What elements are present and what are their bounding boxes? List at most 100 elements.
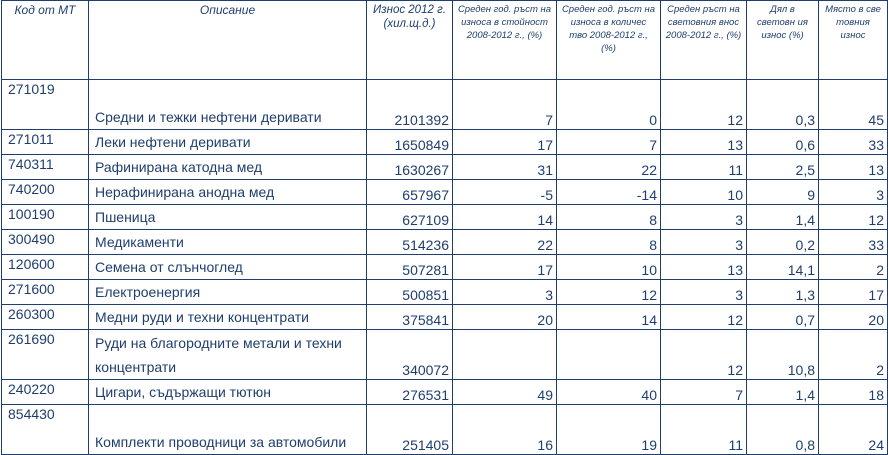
cell-export: 340072: [366, 329, 453, 380]
cell-world-share: 2,5: [746, 154, 819, 180]
cell-export: 375841: [366, 304, 453, 330]
cell-description: Нерафинирана анодна мед: [88, 179, 367, 205]
cell-growth-value: 16: [452, 404, 557, 455]
cell-description: Медикаменти: [88, 229, 367, 255]
cell-world-share: 1,4: [746, 204, 819, 230]
table-row: 271019 Средни и тежки нефтени деривати 2…: [1, 79, 888, 130]
cell-export: 1630267: [366, 154, 453, 180]
cell-world-rank: 13: [818, 154, 888, 180]
cell-description: Пшеница: [88, 204, 367, 230]
header-row: Код от МТ Описание Износ 2012 г. (хил.щ.…: [1, 0, 888, 80]
cell-description: Семена от слънчоглед: [88, 254, 367, 280]
cell-growth-quantity: 0: [556, 79, 661, 130]
cell-export: 500851: [366, 279, 453, 305]
cell-world-share: 0,7: [746, 304, 819, 330]
cell-world-share: 0,6: [746, 129, 819, 155]
cell-growth-quantity: 14: [556, 304, 661, 330]
cell-world-growth: 3: [660, 279, 747, 305]
cell-world-rank: 18: [818, 379, 888, 405]
cell-export: 2101392: [366, 79, 453, 130]
cell-world-growth: 11: [660, 404, 747, 455]
cell-growth-value: 17: [452, 254, 557, 280]
cell-world-share: 0,2: [746, 229, 819, 255]
cell-growth-value: -5: [452, 179, 557, 205]
table-row: 854430 Комплекти проводници за автомобил…: [1, 404, 888, 455]
cell-growth-value: 3: [452, 279, 557, 305]
cell-growth-value: 7: [452, 79, 557, 130]
table-row: 261690 Руди на благородните метали и тех…: [1, 329, 888, 380]
cell-growth-value: 14: [452, 204, 557, 230]
cell-code: 740311: [1, 154, 89, 180]
cell-code: 854430: [1, 404, 89, 455]
cell-export: 251405: [366, 404, 453, 455]
cell-description: Комплекти проводници за автомобили: [88, 404, 367, 455]
cell-growth-quantity: 12: [556, 279, 661, 305]
cell-world-growth: 10: [660, 179, 747, 205]
cell-description: Руди на благородните метали и техни конц…: [88, 329, 367, 380]
cell-world-growth: 12: [660, 329, 747, 380]
cell-growth-quantity: 22: [556, 154, 661, 180]
cell-world-growth: 13: [660, 129, 747, 155]
cell-world-rank: 2: [818, 254, 888, 280]
cell-description: Леки нефтени деривати: [88, 129, 367, 155]
cell-world-share: 0,3: [746, 79, 819, 130]
cell-growth-value: 31: [452, 154, 557, 180]
cell-growth-value: [452, 329, 557, 380]
table-row: 271600 Електроенергия 500851 3 12 3 1,3 …: [1, 279, 888, 305]
table-row: 300490 Медикаменти 514236 22 8 3 0,2 33: [1, 229, 888, 255]
cell-code: 740200: [1, 179, 89, 205]
header-world-growth: Среден ръст на световния внос 2008-2012 …: [660, 0, 747, 80]
header-description: Описание: [88, 0, 367, 80]
cell-code: 271011: [1, 129, 89, 155]
table-row: 271011 Леки нефтени деривати 1650849 17 …: [1, 129, 888, 155]
table-row: 740311 Рафинирана катодна мед 1630267 31…: [1, 154, 888, 180]
cell-world-growth: 12: [660, 79, 747, 130]
cell-world-growth: 3: [660, 229, 747, 255]
cell-code: 271019: [1, 79, 89, 130]
header-world-share: Дял в световн ия износ (%): [746, 0, 819, 80]
cell-code: 271600: [1, 279, 89, 305]
cell-code: 120600: [1, 254, 89, 280]
cell-growth-quantity: [556, 329, 661, 380]
cell-description: Цигари, съдържащи тютюн: [88, 379, 367, 405]
cell-export: 514236: [366, 229, 453, 255]
cell-growth-value: 17: [452, 129, 557, 155]
cell-world-growth: 7: [660, 379, 747, 405]
cell-growth-quantity: 19: [556, 404, 661, 455]
header-export: Износ 2012 г. (хил.щ.д.): [366, 0, 453, 80]
cell-code: 260300: [1, 304, 89, 330]
table-row: 260300 Медни руди и техни концентрати 37…: [1, 304, 888, 330]
cell-export: 1650849: [366, 129, 453, 155]
header-growth-quantity: Среден год. ръст на износа в количес тво…: [556, 0, 661, 80]
cell-export: 627109: [366, 204, 453, 230]
cell-growth-quantity: -14: [556, 179, 661, 205]
cell-world-rank: 45: [818, 79, 888, 130]
table-row: 120600 Семена от слънчоглед 507281 17 10…: [1, 254, 888, 280]
cell-growth-quantity: 8: [556, 229, 661, 255]
cell-world-share: 10,8: [746, 329, 819, 380]
header-world-rank: Място в све товния износ: [818, 0, 888, 80]
cell-world-growth: 3: [660, 204, 747, 230]
header-growth-value: Среден год. ръст на износа в стойност 20…: [452, 0, 557, 80]
cell-description: Средни и тежки нефтени деривати: [88, 79, 367, 130]
cell-world-rank: 17: [818, 279, 888, 305]
cell-code: 100190: [1, 204, 89, 230]
header-code: Код от МТ: [1, 0, 89, 80]
cell-world-share: 1,3: [746, 279, 819, 305]
cell-export: 507281: [366, 254, 453, 280]
cell-world-rank: 33: [818, 129, 888, 155]
cell-code: 261690: [1, 329, 89, 380]
cell-world-share: 9: [746, 179, 819, 205]
cell-world-share: 1,4: [746, 379, 819, 405]
cell-export: 657967: [366, 179, 453, 205]
cell-description: Рафинирана катодна мед: [88, 154, 367, 180]
cell-growth-quantity: 40: [556, 379, 661, 405]
cell-description: Електроенергия: [88, 279, 367, 305]
cell-world-growth: 11: [660, 154, 747, 180]
table-row: 100190 Пшеница 627109 14 8 3 1,4 12: [1, 204, 888, 230]
cell-code: 240220: [1, 379, 89, 405]
cell-world-share: 0,8: [746, 404, 819, 455]
cell-growth-quantity: 7: [556, 129, 661, 155]
cell-growth-value: 22: [452, 229, 557, 255]
